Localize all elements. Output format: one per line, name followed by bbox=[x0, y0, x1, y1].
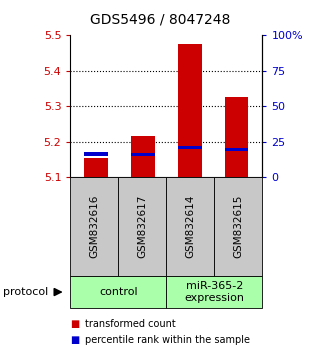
Bar bbox=[84, 152, 108, 156]
Bar bbox=[178, 146, 202, 149]
Bar bbox=[178, 44, 202, 177]
Bar bbox=[131, 153, 155, 156]
Text: transformed count: transformed count bbox=[85, 319, 176, 329]
Text: miR-365-2
expression: miR-365-2 expression bbox=[184, 281, 244, 303]
Text: GSM832616: GSM832616 bbox=[89, 195, 100, 258]
Text: protocol: protocol bbox=[3, 287, 48, 297]
Text: GSM832617: GSM832617 bbox=[137, 195, 148, 258]
Text: ■: ■ bbox=[70, 319, 80, 329]
Text: ■: ■ bbox=[70, 335, 80, 345]
Text: control: control bbox=[99, 287, 138, 297]
Bar bbox=[84, 158, 108, 177]
Bar bbox=[225, 97, 248, 177]
Text: GSM832615: GSM832615 bbox=[233, 195, 244, 258]
Bar bbox=[225, 148, 248, 151]
Text: percentile rank within the sample: percentile rank within the sample bbox=[85, 335, 250, 345]
Bar bbox=[131, 136, 155, 177]
Text: GSM832614: GSM832614 bbox=[185, 195, 196, 258]
Text: GDS5496 / 8047248: GDS5496 / 8047248 bbox=[90, 12, 230, 27]
